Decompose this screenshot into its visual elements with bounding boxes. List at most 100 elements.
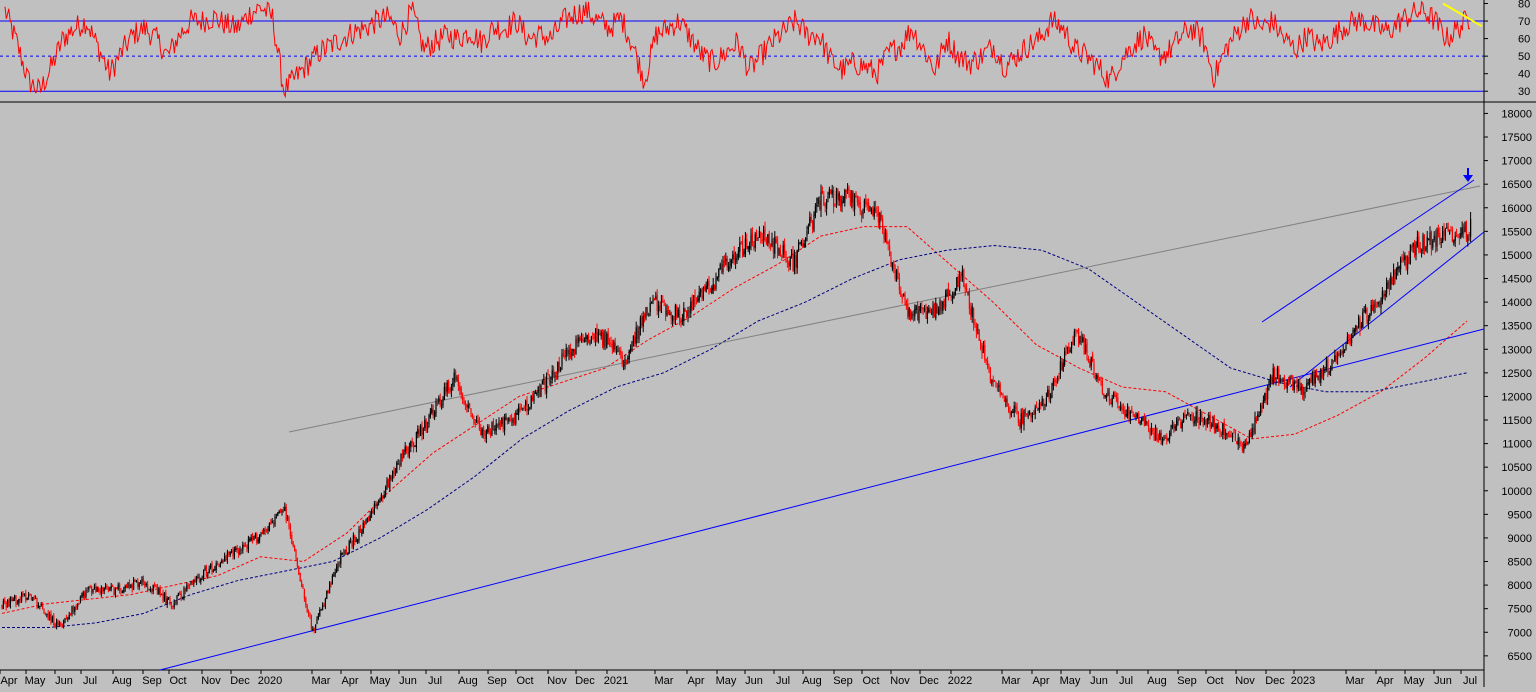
- candle-body: [530, 395, 532, 408]
- candle-body: [446, 382, 448, 392]
- price-y-tick-label: 9000: [1508, 533, 1532, 545]
- candle-body: [627, 358, 629, 360]
- candle-body: [680, 320, 682, 322]
- candle-body: [476, 420, 478, 423]
- candle-body: [1458, 233, 1460, 239]
- candle-body: [886, 232, 888, 244]
- candle-body: [68, 614, 70, 620]
- candle-body: [554, 374, 556, 377]
- candle-body: [1089, 361, 1091, 368]
- candle-body: [1141, 418, 1143, 422]
- candle-body: [1127, 405, 1129, 416]
- candle-body: [1015, 405, 1017, 409]
- candle-body: [1372, 305, 1374, 311]
- candle-body: [743, 251, 745, 255]
- x-tick-label: Apr: [1032, 675, 1049, 687]
- candle-body: [567, 349, 569, 354]
- candle-body: [604, 330, 606, 347]
- candle-body: [1008, 407, 1010, 412]
- candle-body: [309, 613, 311, 617]
- candle-body: [718, 268, 720, 278]
- candle-body: [687, 311, 689, 317]
- candle-body: [194, 578, 196, 583]
- candle-body: [833, 190, 835, 207]
- price-y-tick-label: 10500: [1501, 462, 1532, 474]
- candle-body: [921, 306, 923, 309]
- candle-body: [1447, 228, 1449, 232]
- candle-body: [1218, 426, 1220, 431]
- candle-body: [625, 360, 627, 362]
- candle-body: [299, 573, 301, 582]
- candle-body: [1274, 369, 1276, 380]
- candle-body: [963, 269, 965, 287]
- candle-body: [137, 581, 139, 587]
- candle-body: [1324, 367, 1326, 370]
- candle-body: [316, 618, 318, 624]
- candle-body: [884, 232, 886, 241]
- candle-body: [1029, 411, 1031, 415]
- candle-body: [9, 597, 11, 607]
- candle-body: [502, 417, 504, 430]
- candle-body: [1211, 424, 1213, 427]
- candle-body: [1052, 380, 1054, 386]
- candle-body: [138, 582, 140, 588]
- candle-body: [785, 251, 787, 262]
- candle-body: [506, 418, 508, 421]
- candle-body: [932, 305, 934, 314]
- candle-body: [257, 539, 259, 543]
- candle-body: [232, 550, 234, 556]
- candle-body: [812, 221, 814, 230]
- candle-body: [1068, 346, 1070, 354]
- candle-body: [270, 523, 272, 525]
- candle-body: [589, 342, 591, 344]
- candle-body: [711, 287, 713, 294]
- candle-body: [1421, 250, 1423, 252]
- candle-body: [1260, 404, 1262, 415]
- candle-body: [590, 335, 592, 341]
- candle-body: [1092, 354, 1094, 361]
- candle-body: [1240, 445, 1242, 447]
- candle-body: [970, 308, 972, 315]
- candle-body: [1055, 380, 1057, 383]
- candle-body: [1433, 235, 1435, 241]
- candle-body: [618, 351, 620, 353]
- candle-body: [1449, 230, 1451, 235]
- candle-body: [1346, 337, 1348, 344]
- candle-body: [435, 400, 437, 414]
- candle-body: [1010, 411, 1012, 415]
- trendline-3: [1261, 179, 1475, 323]
- candle-body: [1251, 428, 1253, 438]
- candle-body: [698, 291, 700, 301]
- candle-body: [285, 506, 287, 521]
- candle-body: [110, 586, 112, 589]
- candle-body: [1229, 434, 1231, 438]
- candle-body: [1164, 437, 1166, 439]
- x-tick-label: Jul: [1119, 675, 1133, 687]
- candle-body: [1428, 239, 1430, 241]
- candle-body: [887, 242, 889, 244]
- candle-body: [1101, 380, 1103, 393]
- candle-body: [455, 371, 457, 381]
- candle-body: [474, 419, 476, 424]
- candle-body: [1031, 412, 1033, 418]
- candle-body: [491, 422, 493, 435]
- candle-body: [659, 306, 661, 311]
- candle-body: [673, 317, 675, 319]
- candle-body: [1246, 441, 1248, 445]
- candle-body: [354, 535, 356, 542]
- candle-body: [1187, 411, 1189, 415]
- candle-body: [555, 376, 557, 378]
- candle-body: [1272, 367, 1274, 384]
- x-tick-label: Nov: [890, 675, 910, 687]
- candle-body: [1423, 235, 1425, 251]
- candle-body: [347, 553, 349, 555]
- candle-body: [365, 519, 367, 525]
- candle-body: [148, 589, 150, 591]
- candle-body: [798, 243, 800, 251]
- candle-body: [697, 298, 699, 302]
- candle-body: [364, 523, 366, 525]
- x-tick-label: Jun: [399, 675, 417, 687]
- candle-body: [183, 587, 185, 600]
- candle-body: [102, 587, 104, 592]
- candle-body: [427, 425, 429, 430]
